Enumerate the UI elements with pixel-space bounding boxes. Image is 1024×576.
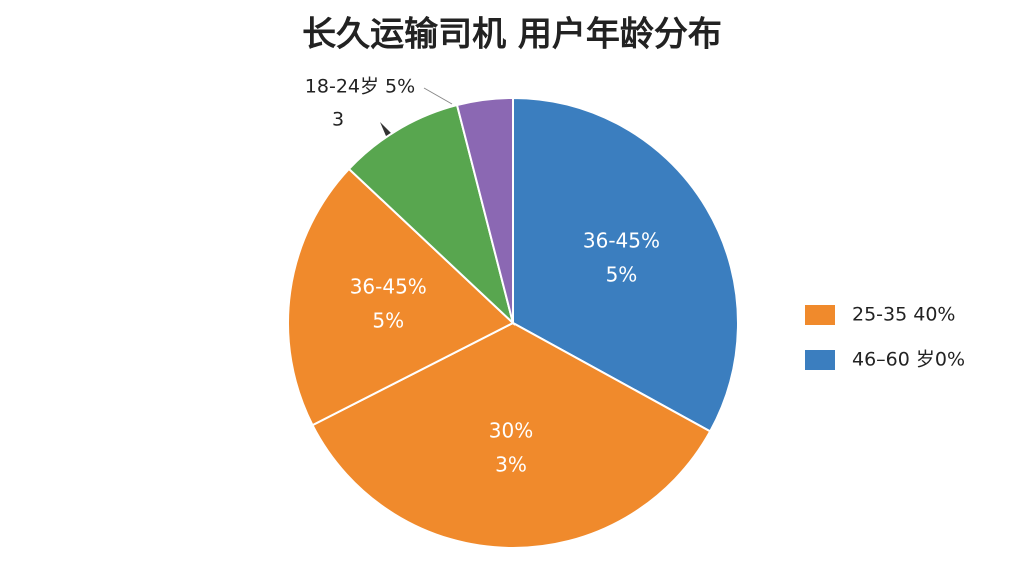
pie-slice [512,96,739,433]
slice-label: 5% [606,262,638,286]
slice-label: 30% [489,418,533,442]
pie-slice [287,167,515,427]
slice-label: 36-45% [350,275,427,299]
legend-swatch [805,350,835,370]
pie-slice [347,103,515,327]
chart-title: 长久运输司机 用户年龄分布 [302,15,722,55]
pointer-arrow [380,122,392,136]
annotation: 18-24岁 5% [305,76,415,98]
legend-label: 46–60 岁0% [852,349,965,371]
legend-swatch [805,305,835,325]
annotation: 3 [332,109,344,131]
slice-label: 3% [495,452,527,476]
legend-label: 25-35 40% [852,304,955,326]
slice-label: 5% [372,309,404,333]
pie-slice [311,321,712,549]
pie-slice [455,96,514,324]
slice-label: 36-45% [583,228,660,252]
leader-line [423,87,453,105]
